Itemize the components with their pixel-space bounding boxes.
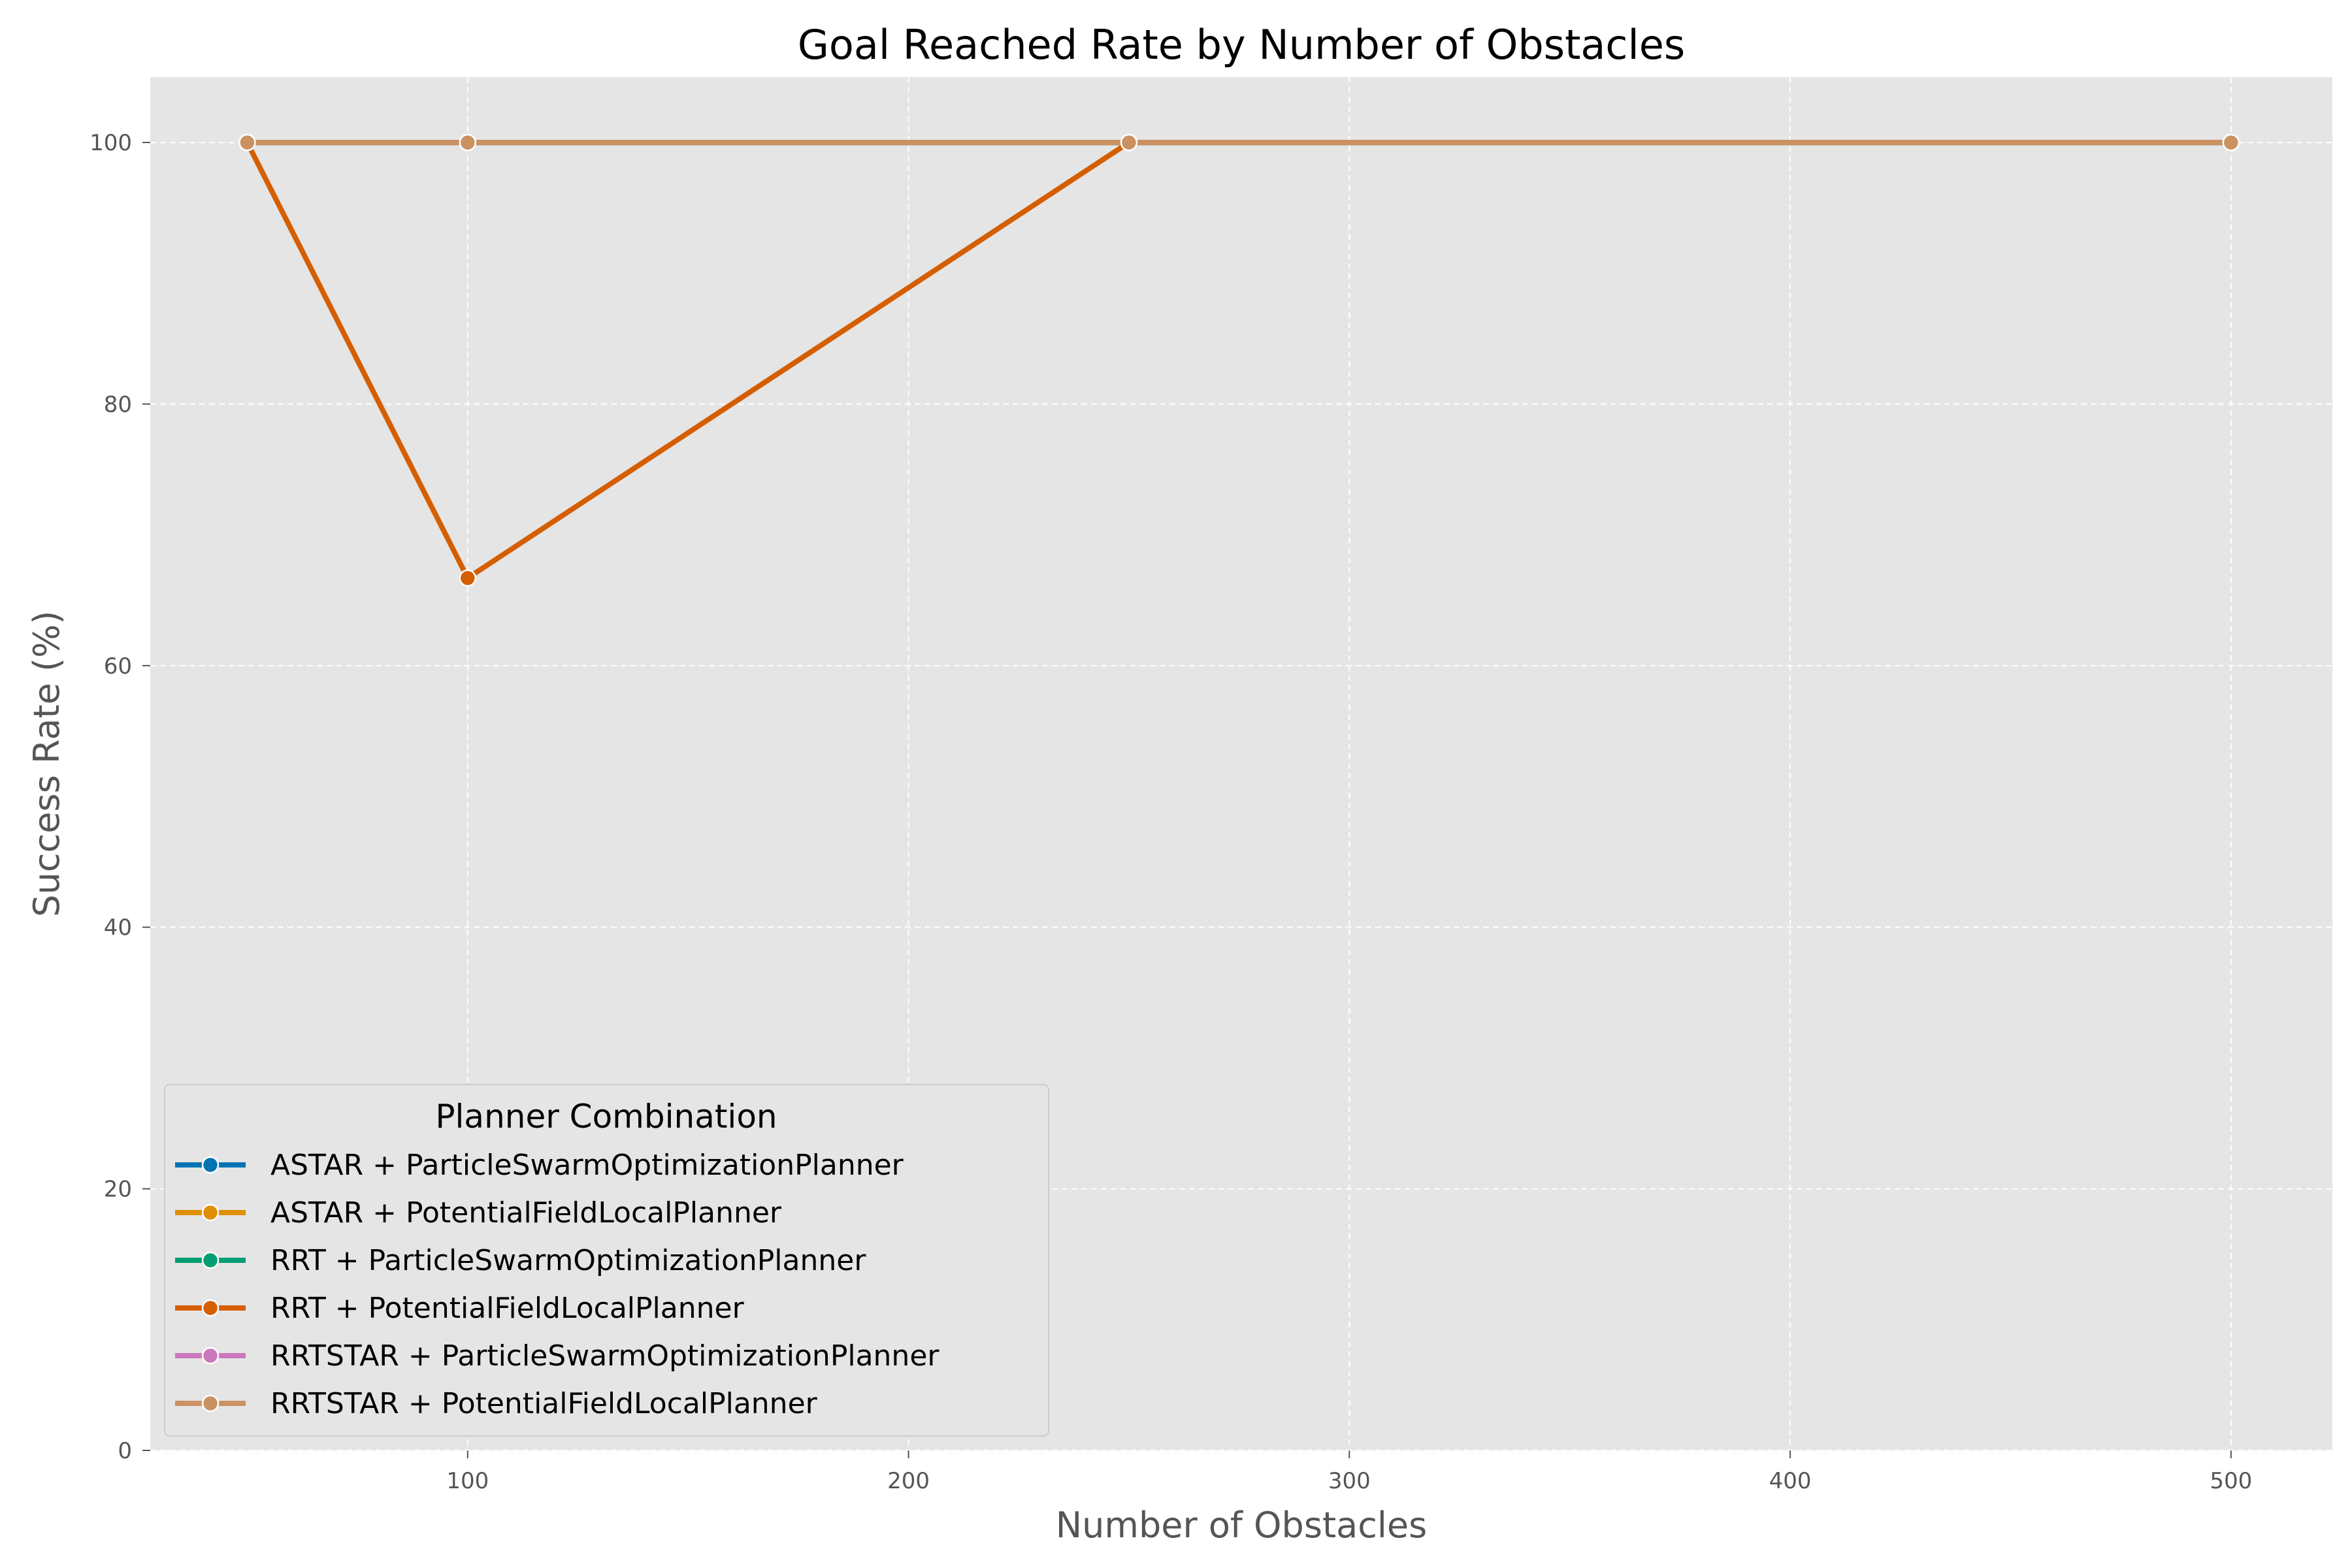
legend-marker-swatch [201,1251,220,1269]
x-tick-label: 100 [446,1468,489,1494]
series-layer [238,133,2240,587]
legend-marker-swatch [201,1347,220,1365]
x-tick-label: 500 [2210,1468,2252,1494]
legend-marker-swatch [201,1156,220,1174]
y-tick-label: 60 [104,653,132,679]
legend-label: RRT + PotentialFieldLocalPlanner [270,1292,745,1325]
legend: Planner Combination ASTAR + ParticleSwar… [164,1084,1049,1437]
legend-marker-swatch [201,1394,220,1413]
y-tick-label: 100 [90,130,132,156]
legend-label: ASTAR + ParticleSwarmOptimizationPlanner [270,1149,904,1182]
y-tick-label: 0 [118,1438,132,1464]
legend-label: RRTSTAR + PotentialFieldLocalPlanner [270,1387,818,1420]
legend-item: ASTAR + PotentialFieldLocalPlanner [175,1196,782,1230]
x-tick-label: 200 [887,1468,930,1494]
legend-marker-swatch [201,1203,220,1222]
legend-item: RRTSTAR + PotentialFieldLocalPlanner [175,1387,818,1420]
legend-title: Planner Combination [435,1098,777,1135]
grid [150,77,2332,1452]
legend-marker-swatch [201,1299,220,1317]
x-axis-label: Number of Obstacles [1056,1505,1428,1546]
legend-item: RRTSTAR + ParticleSwarmOptimizationPlann… [175,1339,939,1373]
data-point [238,133,256,152]
data-point [459,133,477,152]
legend-label: ASTAR + PotentialFieldLocalPlanner [270,1196,782,1230]
y-tick-label: 80 [104,391,132,417]
legend-label: RRTSTAR + ParticleSwarmOptimizationPlann… [270,1339,939,1373]
legend-label: RRT + ParticleSwarmOptimizationPlanner [270,1244,866,1277]
x-tick-label: 300 [1328,1468,1371,1494]
legend-item: ASTAR + ParticleSwarmOptimizationPlanner [175,1149,904,1182]
data-point [2222,133,2240,152]
data-point [459,569,477,587]
y-tick-label: 40 [104,915,132,941]
axis-ticks: 100 200 300 400 500 0 20 40 60 80 100 [90,130,2252,1494]
series-6 [238,133,2240,152]
legend-item: RRT + PotentialFieldLocalPlanner [175,1292,745,1325]
legend-box [164,1084,1049,1437]
x-tick-label: 400 [1769,1468,1812,1494]
legend-item: RRT + ParticleSwarmOptimizationPlanner [175,1244,866,1277]
y-tick-label: 20 [104,1177,132,1203]
data-point [1120,133,1138,152]
chart-title: Goal Reached Rate by Number of Obstacles [798,21,1685,69]
y-axis-label: Success Rate (%) [26,611,67,917]
